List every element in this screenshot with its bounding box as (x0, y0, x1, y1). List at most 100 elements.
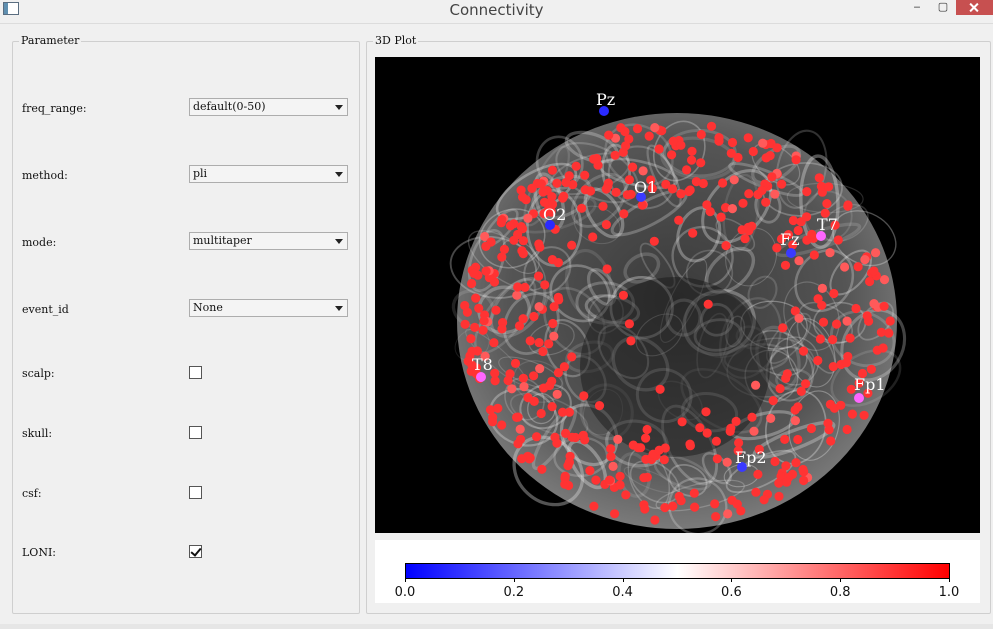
sensor-dot (718, 178, 728, 188)
sensor-dot (538, 346, 548, 357)
sensor-dot (696, 129, 706, 140)
sensor-dot (788, 215, 798, 226)
sensor-dot (790, 306, 800, 316)
sensor-dot (721, 203, 731, 213)
head-surface (457, 113, 897, 529)
sensor-dot (637, 200, 647, 210)
sensor-dot (685, 439, 695, 449)
sensor-dot (845, 333, 855, 343)
sensor-dot (761, 153, 771, 163)
sensor-dot (580, 435, 590, 445)
method-select[interactable]: pli (189, 165, 348, 183)
sensor-dot (654, 144, 664, 154)
sensor-dot (777, 179, 787, 189)
minimize-button[interactable]: ‒ (913, 0, 921, 13)
method-label: method: (22, 169, 68, 182)
scalp-checkbox[interactable] (189, 366, 202, 379)
colorbar-tick (840, 578, 842, 582)
sensor-dot (674, 215, 684, 225)
maximize-button[interactable]: ▢ (937, 0, 949, 13)
sensor-dot (534, 338, 544, 348)
app-icon[interactable] (3, 2, 19, 15)
sensor-dot (770, 189, 780, 199)
parameter-group: Parameter (12, 34, 360, 614)
sensor-dot (743, 222, 753, 232)
chevron-down-icon (335, 306, 343, 311)
sensor-dot (592, 153, 602, 164)
sensor-dot (529, 311, 539, 322)
brain-3d-canvas[interactable]: Pz O1 O2 Fz T7 T8 (375, 57, 980, 536)
sensor-dot (628, 440, 638, 450)
sensor-dot (606, 452, 616, 462)
sensor-dot (876, 327, 886, 337)
sensor-dot (711, 512, 721, 522)
sensor-dot (677, 417, 687, 427)
sensor-dot (540, 280, 550, 290)
electrode-pz[interactable]: Pz (596, 90, 615, 116)
colorbar-tick (513, 578, 515, 582)
plot-group: 3D Plot (366, 34, 991, 614)
sensor-dot (878, 343, 888, 353)
sensor-dot (659, 455, 669, 465)
sensor-dot (690, 502, 700, 512)
sensor-dot (553, 258, 563, 268)
sensor-dot (793, 434, 803, 445)
sensor-dot (513, 282, 523, 292)
electrode-o1-label: O1 (634, 178, 657, 197)
electrode-t8[interactable]: T8 (472, 355, 493, 382)
sensor-dot (520, 282, 530, 292)
sensor-dot (685, 185, 695, 195)
sensor-dot (539, 209, 549, 219)
sensor-dot (497, 324, 507, 334)
sensor-dot (748, 146, 758, 157)
sensor-dot (618, 147, 628, 157)
sensor-dot (706, 121, 717, 131)
sensor-dot (884, 328, 894, 338)
electrode-fp2[interactable]: Fp2 (735, 448, 767, 472)
chevron-down-icon (335, 172, 343, 177)
sensor-dot (640, 504, 650, 514)
sensor-dot (624, 319, 634, 329)
sensor-dot (843, 201, 853, 211)
electrode-fz[interactable]: Fz (780, 230, 800, 258)
sensor-dot (588, 232, 598, 242)
sensor-dot (655, 384, 665, 394)
sensor-dot (534, 271, 544, 281)
sensor-dot (794, 313, 804, 323)
csf-checkbox[interactable] (189, 486, 202, 499)
mode-select[interactable]: multitaper (189, 232, 348, 250)
sensor-dot (772, 243, 782, 253)
loni-checkbox[interactable] (189, 545, 202, 558)
sensor-dot (549, 331, 559, 341)
mode-value: multitaper (193, 234, 252, 247)
close-button[interactable] (956, 0, 993, 15)
sensor-dot (549, 302, 559, 312)
sensor-dot (480, 231, 490, 242)
sensor-dots (460, 121, 895, 525)
sensor-dot (515, 424, 525, 434)
sensor-dot (618, 290, 628, 300)
sensor-dot (548, 318, 558, 329)
sensor-dot (632, 124, 643, 134)
sensor-dot (723, 509, 733, 519)
electrode-fp1[interactable]: Fp1 (854, 375, 886, 403)
electrode-fp1-label: Fp1 (854, 375, 886, 394)
sensor-dot (826, 436, 836, 446)
electrode-t7[interactable]: T7 (816, 215, 838, 241)
brain-3d-render: Pz O1 O2 Fz T7 T8 (449, 90, 907, 536)
electrode-o2[interactable]: O2 (543, 205, 566, 230)
skull-checkbox[interactable] (189, 426, 202, 439)
sensor-dot (702, 428, 712, 438)
sensor-dot (523, 213, 533, 223)
sensor-dot (676, 140, 686, 150)
sensor-dot (646, 175, 656, 185)
electrode-o1[interactable]: O1 (634, 178, 657, 202)
sensor-dot (615, 471, 625, 481)
freq-range-select[interactable]: default(0-50) (189, 98, 348, 116)
sensor-dot (806, 423, 816, 434)
sensor-dot (687, 146, 697, 156)
event-id-select[interactable]: None (189, 299, 348, 317)
colorbar-tick-label: 0.0 (394, 585, 416, 600)
sensor-dot (703, 299, 713, 309)
sensor-dot (847, 409, 857, 419)
